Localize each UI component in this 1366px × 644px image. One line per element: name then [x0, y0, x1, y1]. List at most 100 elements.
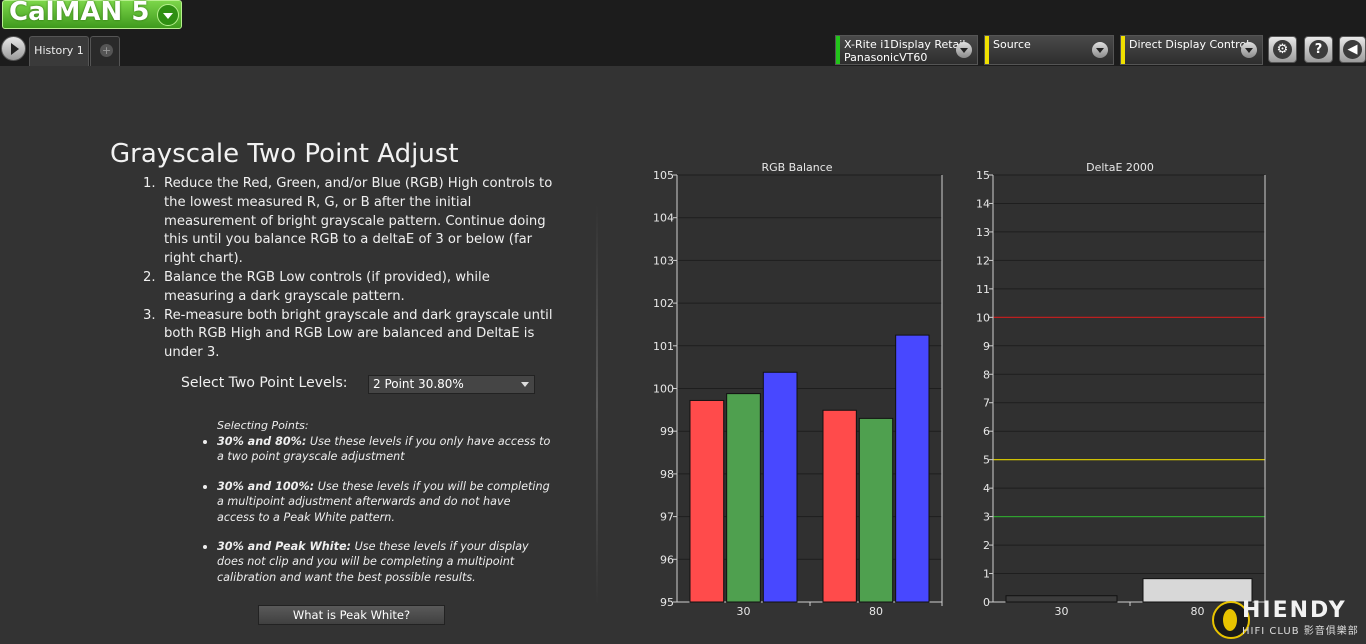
y-tick-label: 98 — [660, 468, 674, 481]
two-point-levels-select[interactable]: 2 Point 30.80% — [368, 375, 535, 394]
y-tick-label: 11 — [976, 283, 990, 296]
source-status-bar — [985, 36, 989, 64]
tab-label: History 1 — [34, 44, 84, 57]
chart-title: DeltaE 2000 — [1086, 161, 1154, 174]
y-tick-label: 95 — [660, 596, 674, 609]
panel-divider — [596, 205, 598, 605]
step-item: 2. Balance the RGB Low controls (if provi… — [140, 269, 560, 307]
y-tick-label: 105 — [653, 169, 674, 182]
chart-title: RGB Balance — [761, 161, 832, 174]
chevron-left-icon: ◀ — [1343, 40, 1362, 59]
bullet-text: Use these levels if you only have access… — [217, 435, 551, 464]
tab-history-1[interactable]: History 1 — [29, 36, 89, 66]
deltae-bar — [1005, 595, 1118, 603]
y-tick-label: 12 — [976, 254, 990, 267]
add-tab-button[interactable]: + — [90, 36, 120, 66]
select-value: 2 Point 30.80% — [373, 377, 464, 391]
step-number: 1. — [143, 176, 156, 191]
logo-text: CalMAN 5 — [9, 0, 150, 27]
hendy-logo-icon — [1212, 601, 1250, 639]
y-tick-label: 9 — [983, 340, 990, 353]
y-tick-label: 14 — [976, 197, 990, 210]
bullet-heading: 30% and 100%: — [217, 479, 315, 493]
bar-red — [689, 399, 725, 603]
x-tick-label: 30 — [1055, 605, 1069, 618]
collapse-button[interactable]: ◀ — [1339, 36, 1366, 63]
play-icon[interactable] — [1, 36, 26, 61]
bullet-heading: 30% and 80%: — [217, 435, 307, 448]
y-tick-label: 97 — [660, 511, 674, 524]
help-button[interactable]: ? — [1304, 36, 1333, 63]
source-dropdown[interactable]: Source — [984, 35, 1114, 65]
gear-icon: ⚙ — [1273, 40, 1292, 59]
y-tick-label: 103 — [653, 254, 674, 267]
y-tick-label: 6 — [983, 425, 990, 438]
deltae-bar — [1142, 578, 1253, 603]
watermark-sub: HIFI CLUB 影音俱樂部 — [1242, 626, 1359, 637]
step-number: 3. — [143, 307, 156, 323]
list-item: 30% and 80%: Use these levels if you onl… — [201, 434, 551, 465]
bar-green — [726, 393, 761, 603]
selecting-points-list: 30% and 80%: Use these levels if you onl… — [201, 434, 551, 599]
y-tick-label: 3 — [983, 511, 990, 524]
y-tick-label: 5 — [983, 454, 990, 467]
step-item: 3. Re-measure both bright grayscale and d… — [140, 307, 560, 363]
y-tick-label: 2 — [983, 539, 990, 552]
page-title: Grayscale Two Point Adjust — [110, 139, 459, 169]
step-item: 1. Reduce the Red, Green, and/or Blue (RG… — [140, 175, 560, 269]
chevron-down-icon[interactable] — [157, 4, 179, 26]
step-number: 2. — [143, 269, 156, 285]
meter-dropdown[interactable]: X-Rite i1Display Retail PanasonicVT60 — [835, 35, 978, 65]
help-icon: ? — [1309, 40, 1328, 59]
bar-blue — [762, 371, 798, 603]
chevron-down-icon[interactable] — [956, 42, 972, 58]
step-text: Balance the RGB Low controls (if provide… — [164, 269, 490, 304]
settings-button[interactable]: ⚙ — [1268, 36, 1297, 63]
chevron-down-icon[interactable] — [1241, 42, 1257, 58]
watermark-text: HIENDY — [1242, 598, 1347, 623]
bar-blue — [895, 334, 930, 603]
y-tick-label: 96 — [660, 553, 674, 566]
bullet-text: Use these levels if you will be completi… — [217, 479, 550, 524]
meter-status-bar — [836, 36, 840, 64]
source-label: Source — [993, 38, 1031, 51]
list-item: 30% and 100%: Use these levels if you wi… — [201, 479, 551, 525]
plot-area — [993, 175, 1265, 602]
hendy-watermark: HIENDY HIFI CLUB 影音俱樂部 — [1212, 598, 1362, 642]
bar-green — [858, 417, 894, 603]
y-tick-label: 7 — [983, 397, 990, 410]
y-tick-label: 1 — [983, 568, 990, 581]
step-text: Reduce the Red, Green, and/or Blue (RGB)… — [164, 176, 553, 267]
bullet-text: Use these levels if your display does no… — [217, 540, 529, 584]
y-tick-label: 8 — [983, 368, 990, 381]
y-tick-label: 15 — [976, 169, 990, 182]
x-tick-label: 30 — [737, 605, 751, 618]
peak-white-info-button[interactable]: What is Peak White? — [258, 605, 445, 625]
selecting-points-title: Selecting Points: — [217, 419, 309, 432]
y-tick-label: 13 — [976, 226, 990, 239]
chevron-down-icon[interactable] — [1092, 42, 1108, 58]
x-tick-label: 80 — [1191, 605, 1205, 618]
y-tick-label: 4 — [983, 482, 990, 495]
display-control-label: Direct Display Control — [1129, 38, 1250, 51]
instruction-steps: 1. Reduce the Red, Green, and/or Blue (RG… — [140, 175, 560, 363]
x-tick-label: 80 — [869, 605, 883, 618]
meter-display: PanasonicVT60 — [844, 51, 928, 64]
plus-icon: + — [100, 44, 113, 57]
bar-red — [822, 409, 857, 603]
step-text: Re-measure both bright grayscale and dar… — [164, 307, 553, 361]
y-tick-label: 10 — [976, 311, 990, 324]
display-control-dropdown[interactable]: Direct Display Control — [1120, 35, 1263, 65]
y-tick-label: 0 — [983, 596, 990, 609]
dropdown-caret-icon — [521, 382, 529, 387]
calman-logo[interactable]: CalMAN 5 — [2, 0, 182, 29]
y-tick-label: 101 — [653, 340, 674, 353]
bullet-heading: 30% and Peak White: — [217, 540, 352, 554]
y-tick-label: 102 — [653, 297, 674, 310]
meter-name: X-Rite i1Display Retail — [844, 38, 966, 51]
two-point-levels-label: Select Two Point Levels: — [181, 375, 348, 391]
y-tick-label: 100 — [653, 383, 674, 396]
y-tick-label: 99 — [660, 425, 674, 438]
list-item: 30% and Peak White: Use these levels if … — [201, 539, 551, 585]
